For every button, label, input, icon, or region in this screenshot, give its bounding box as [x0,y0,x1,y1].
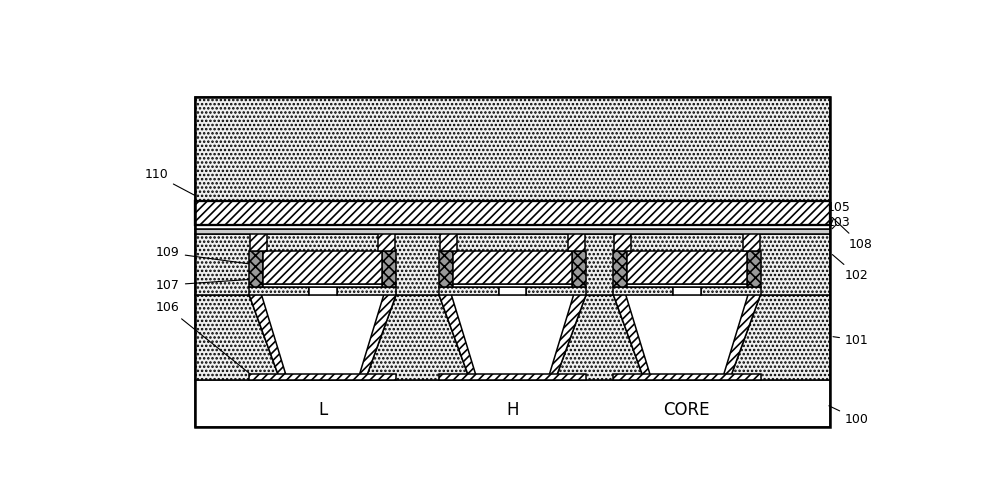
Bar [627,283,747,287]
Bar [439,287,499,294]
Bar [701,287,761,294]
Polygon shape [439,294,586,380]
Bar [572,251,586,287]
Bar [613,251,627,287]
Bar [337,287,396,294]
Bar [249,287,309,294]
Bar [613,287,673,294]
Polygon shape [548,294,586,380]
Bar [195,380,830,427]
Bar [382,251,396,287]
Bar [526,287,586,294]
Bar [613,374,761,380]
Bar [249,251,263,287]
Polygon shape [722,294,761,380]
Bar [378,223,395,251]
Bar [439,251,453,287]
Text: 106: 106 [156,301,251,374]
Polygon shape [249,294,396,380]
Bar [440,223,457,251]
Text: 108: 108 [832,217,873,251]
Bar [743,223,760,251]
Bar [747,251,761,287]
Bar [453,251,572,283]
Text: 105: 105 [826,201,850,224]
Bar [263,251,382,283]
Polygon shape [613,294,761,380]
Bar [499,287,526,294]
Text: 104: 104 [709,177,765,192]
Text: H: H [506,400,519,419]
Text: L: L [318,400,327,419]
Bar [195,97,830,201]
Bar [250,223,267,251]
Bar [309,287,337,294]
Bar [195,234,830,294]
Bar [195,97,830,427]
Bar [453,283,572,287]
Bar [439,374,586,380]
Bar [627,251,747,283]
Bar [673,287,701,294]
Bar [249,374,396,380]
Polygon shape [613,294,652,380]
Text: 107: 107 [156,279,249,291]
Text: 103: 103 [826,216,850,229]
Text: 100: 100 [829,406,869,425]
Text: 102: 102 [832,254,869,282]
Polygon shape [249,294,287,380]
Bar [195,225,830,229]
Bar [568,223,585,251]
Polygon shape [439,294,477,380]
Bar [195,294,830,380]
Polygon shape [358,294,396,380]
Text: 109: 109 [156,246,249,264]
Bar [195,229,830,234]
Text: 101: 101 [833,334,869,347]
Bar [195,201,830,225]
Text: 110: 110 [144,169,223,211]
Text: CORE: CORE [664,400,710,419]
Bar [263,283,382,287]
Bar [614,223,631,251]
